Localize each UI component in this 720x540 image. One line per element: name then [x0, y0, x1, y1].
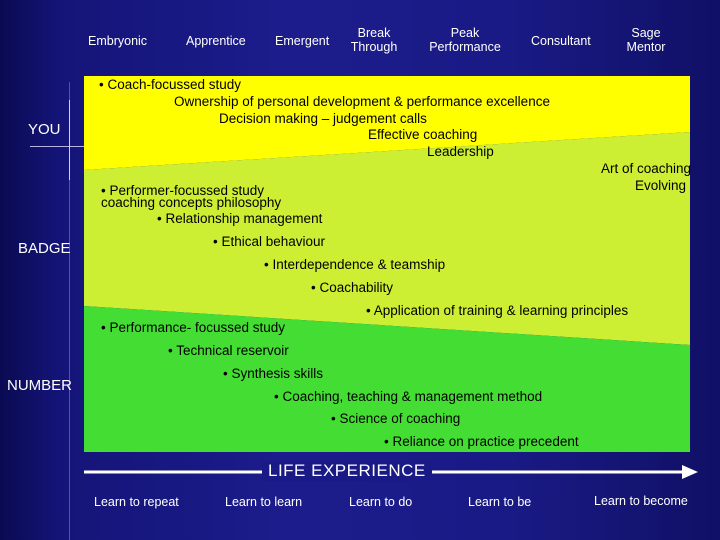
learn-to-be: Learn to be [468, 495, 532, 509]
learn-to-do: Learn to do [349, 495, 413, 509]
zone-you [84, 76, 690, 170]
stage-emergent: Emergent [275, 34, 330, 48]
badge-item-coaching-concepts: coaching concepts philosophy [101, 195, 282, 210]
stage-sage-mentor: Sage Mentor [626, 26, 666, 54]
learn-to-learn: Learn to learn [225, 495, 303, 509]
badge-item-relationship: • Relationship management [157, 211, 323, 226]
you-item-coach-focussed: • Coach-focussed study [99, 77, 242, 92]
life-experience-title: LIFE EXPERIENCE [262, 461, 432, 481]
you-item-art-of-coaching: Art of coaching [600, 161, 691, 176]
stage-apprentice: Apprentice [186, 34, 246, 48]
learn-to-repeat: Learn to repeat [94, 495, 179, 509]
stage-consultant: Consultant [531, 34, 591, 48]
number-item-technical-reservoir: • Technical reservoir [168, 343, 289, 358]
you-item-effective-coaching: Effective coaching [368, 127, 478, 142]
learn-to-become: Learn to become [594, 494, 688, 508]
you-item-ownership: Ownership of personal development & perf… [174, 94, 550, 109]
number-item-coaching-method: • Coaching, teaching & management method [274, 389, 543, 404]
you-item-evolving: Evolving [634, 178, 686, 193]
badge-item-application: • Application of training & learning pri… [366, 303, 629, 318]
stage-embryonic: Embryonic [88, 34, 148, 48]
decorative-vertical-line [69, 82, 70, 540]
stage-peak-performance: Peak Performance [429, 26, 501, 54]
badge-item-coachability: • Coachability [311, 280, 394, 295]
you-item-decision-making: Decision making – judgement calls [219, 111, 427, 126]
badge-item-interdependence: • Interdependence & teamship [264, 257, 446, 272]
side-label-you: YOU [28, 121, 61, 138]
badge-item-performer-focussed: • Performer-focussed study [101, 183, 265, 198]
number-item-science: • Science of coaching [331, 411, 461, 426]
number-item-synthesis: • Synthesis skills [223, 366, 324, 381]
decorative-horizontal-line [30, 146, 85, 147]
number-item-reliance: • Reliance on practice precedent [384, 434, 579, 449]
badge-item-ethical: • Ethical behaviour [213, 234, 326, 249]
zone-badge [84, 132, 690, 345]
zone-number [84, 306, 690, 452]
decorative-vertical-highlight [69, 100, 70, 180]
side-label-badge: BADGE [18, 240, 71, 257]
stage-break-through: Break Through [350, 26, 398, 54]
you-item-leadership: Leadership [427, 144, 494, 159]
number-item-performance-focussed: • Performance- focussed study [101, 320, 286, 335]
side-label-number: NUMBER [7, 377, 73, 394]
